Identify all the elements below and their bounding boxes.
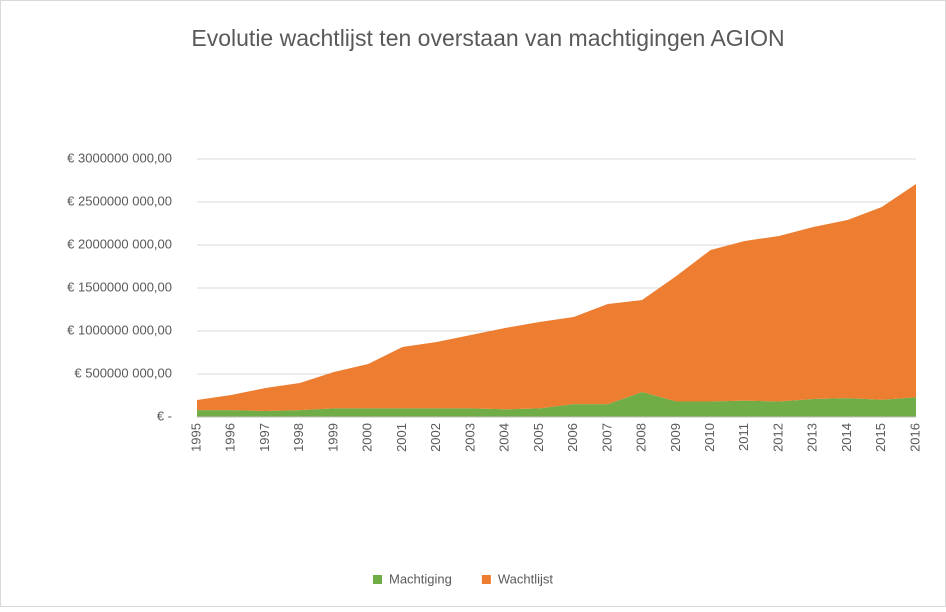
x-tick-label: 2012 bbox=[770, 423, 785, 452]
y-tick-label: € 2000000 000,00 bbox=[67, 236, 172, 251]
y-tick-label: € 500000 000,00 bbox=[74, 365, 172, 380]
x-tick-label: 2000 bbox=[360, 423, 375, 452]
y-tick-label: € 3000000 000,00 bbox=[67, 150, 172, 165]
area bbox=[197, 392, 916, 417]
x-tick-label: 2010 bbox=[702, 423, 717, 452]
x-tick-label: 1998 bbox=[291, 423, 306, 452]
y-tick-label: € 2500000 000,00 bbox=[67, 193, 172, 208]
x-tick-label: 2008 bbox=[634, 423, 649, 452]
area bbox=[197, 184, 916, 411]
legend-swatch bbox=[481, 575, 491, 584]
x-tick-label: 2002 bbox=[428, 423, 443, 452]
x-tick-label: 2013 bbox=[805, 423, 820, 452]
y-tick-label: € - bbox=[157, 408, 172, 423]
x-tick-label: 2014 bbox=[839, 423, 854, 452]
x-tick-label: 2004 bbox=[497, 423, 512, 452]
x-tick-label: 2015 bbox=[873, 423, 888, 452]
legend-label: Wachtlijst bbox=[498, 571, 554, 586]
chart-title: Evolutie wachtlijst ten overstaan van ma… bbox=[191, 25, 784, 51]
y-tick-label: € 1000000 000,00 bbox=[67, 322, 172, 337]
x-tick-label: 2009 bbox=[668, 423, 683, 452]
x-tick-label: 1995 bbox=[188, 423, 203, 452]
y-tick-label: € 1500000 000,00 bbox=[67, 279, 172, 294]
x-tick-label: 1999 bbox=[325, 423, 340, 452]
legend-swatch bbox=[373, 575, 382, 584]
legend-label: Machtiging bbox=[389, 571, 452, 586]
x-tick-label: 2016 bbox=[907, 423, 922, 452]
x-tick-label: 1997 bbox=[257, 423, 272, 452]
x-tick-label: 2011 bbox=[736, 423, 751, 451]
x-tick-label: 2003 bbox=[462, 423, 477, 452]
x-tick-label: 2001 bbox=[394, 423, 409, 452]
x-tick-label: 2007 bbox=[599, 423, 614, 452]
x-tick-label: 1996 bbox=[223, 423, 238, 452]
x-tick-label: 2005 bbox=[531, 423, 546, 452]
x-tick-label: 2006 bbox=[565, 423, 580, 452]
